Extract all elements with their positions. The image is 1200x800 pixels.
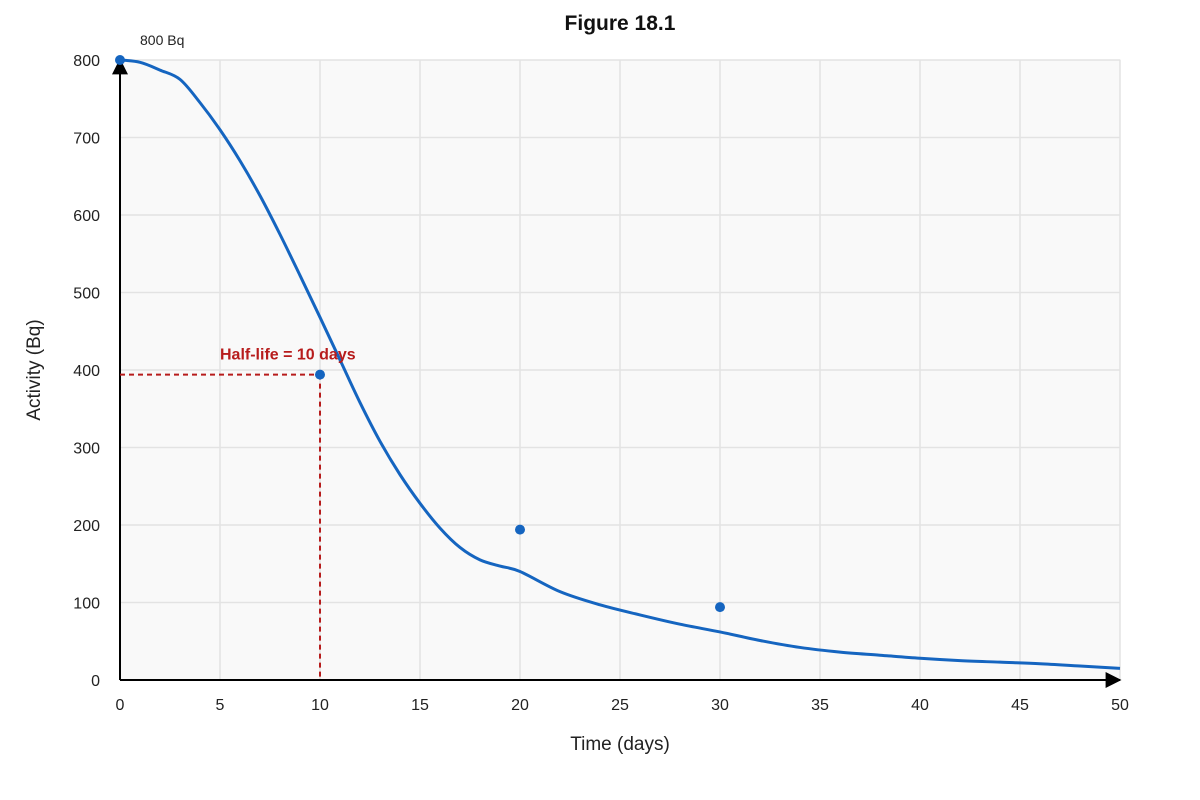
start-activity-label: 800 Bq	[140, 32, 184, 48]
x-axis-label: Time (days)	[570, 734, 670, 755]
x-tick-label: 30	[711, 697, 729, 714]
x-tick-label: 50	[1111, 697, 1129, 714]
y-tick-label: 500	[73, 286, 100, 303]
decay-curve-line	[119, 58, 1121, 670]
x-tick-labels: 0 5 10 15 20 25 30 35 40 45 50	[116, 697, 1129, 714]
data-point	[715, 602, 725, 613]
y-tick-label: 300	[73, 441, 100, 458]
x-tick-label: 20	[511, 697, 529, 714]
y-tick-labels: 0 100 200 300 400 500 600 700 800	[73, 53, 100, 690]
x-tick-label: 5	[216, 697, 225, 714]
y-tick-label: 100	[73, 596, 100, 613]
x-tick-label: 45	[1011, 697, 1029, 714]
data-points	[115, 55, 725, 613]
x-tick-label: 25	[611, 697, 629, 714]
data-point	[315, 369, 325, 380]
y-axis-label: Activity (Bq)	[24, 319, 45, 420]
y-tick-label: 400	[73, 363, 100, 380]
x-tick-label: 35	[811, 697, 829, 714]
x-tick-label: 10	[311, 697, 329, 714]
y-tick-label: 0	[91, 673, 100, 690]
y-tick-label: 600	[73, 208, 100, 225]
data-point	[515, 524, 525, 535]
y-tick-label: 800	[73, 53, 100, 70]
y-tick-label: 200	[73, 518, 100, 535]
half-life-label: Half-life = 10 days	[220, 347, 356, 364]
x-tick-label: 40	[911, 697, 929, 714]
y-tick-label: 700	[73, 131, 100, 148]
data-point	[115, 55, 125, 65]
x-tick-label: 15	[411, 697, 429, 714]
x-tick-label: 0	[116, 697, 125, 714]
half-life-guides	[120, 373, 321, 680]
chart-title: Figure 18.1	[565, 12, 676, 35]
